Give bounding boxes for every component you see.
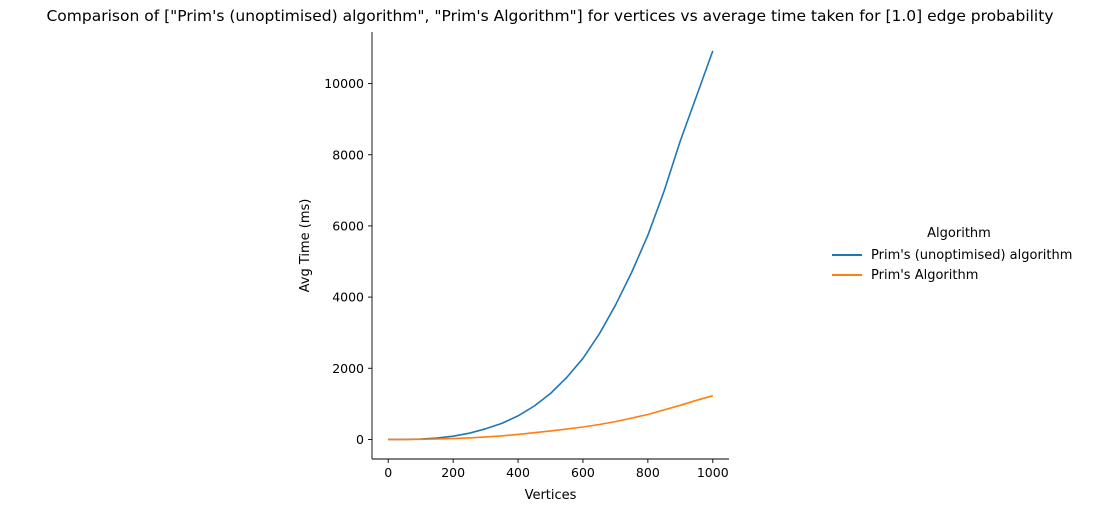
series-line-0: [388, 50, 714, 441]
y-tick-label: 10000: [324, 76, 364, 91]
legend-label-prims: Prim's Algorithm: [871, 267, 979, 283]
legend-item-unoptimised: Prim's (unoptimised) algorithm: [832, 245, 1086, 265]
y-axis-label: Avg Time (ms): [298, 199, 313, 293]
x-tick-label: 0: [384, 465, 392, 480]
legend-swatch-unoptimised: [832, 254, 862, 256]
y-tick-label: 6000: [332, 218, 364, 233]
x-tick-label: 1000: [697, 465, 729, 480]
series-line-1: [388, 394, 714, 441]
y-tick-label: 8000: [332, 147, 364, 162]
y-tick-label: 4000: [332, 290, 364, 305]
x-tick-label: 400: [506, 465, 530, 480]
x-axis-label: Vertices: [525, 488, 577, 503]
legend-item-prims: Prim's Algorithm: [832, 265, 1086, 285]
legend-label-unoptimised: Prim's (unoptimised) algorithm: [871, 247, 1073, 263]
x-tick-label: 800: [636, 465, 660, 480]
legend-swatch-prims: [832, 274, 862, 276]
legend-title: Algorithm: [927, 226, 991, 241]
x-tick-label: 200: [441, 465, 465, 480]
y-tick-label: 0: [356, 432, 364, 447]
chart-title: Comparison of ["Prim's (unoptimised) alg…: [46, 7, 1054, 25]
x-tick-label: 600: [571, 465, 595, 480]
legend: Algorithm Prim's (unoptimised) algorithm…: [832, 226, 1086, 285]
y-tick-label: 2000: [332, 361, 364, 376]
series-layer: [388, 50, 714, 441]
